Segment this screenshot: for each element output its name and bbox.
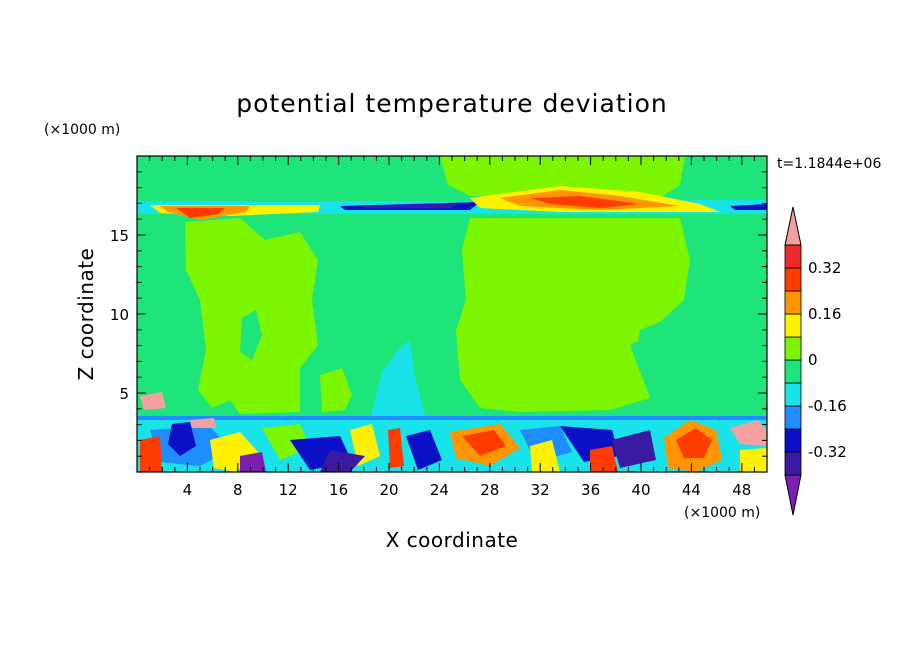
colorbar-label: 0.32: [808, 259, 841, 277]
y-tick-label: 15: [110, 227, 129, 245]
x-tick-label: 44: [682, 481, 701, 499]
colorbar-bin: [784, 267, 802, 292]
field-bl-yellow-4: [740, 448, 767, 472]
field-tropo-cold-core: [360, 204, 460, 208]
x-tick-label: 36: [581, 481, 600, 499]
x-tick-label: 40: [631, 481, 650, 499]
colorbar: 0.32 0.16 0 -0.16 -0.32: [784, 206, 847, 516]
colorbar-upper-extension: [784, 206, 802, 246]
field-bl-red-5: [676, 428, 712, 458]
colorbar-bin: [784, 451, 802, 476]
colorbar-label: 0.16: [808, 305, 841, 323]
x-tick-label: 20: [379, 481, 398, 499]
y-unit-label: (×1000 m): [44, 122, 120, 138]
colorbar-lower-extension: [784, 474, 802, 516]
colorbar-bin: [784, 313, 802, 338]
time-label: t=1.1844e+06: [777, 156, 881, 172]
field-bl-purple: [240, 452, 266, 472]
x-unit-label: (×1000 m): [684, 505, 760, 521]
field-bl-pink-1: [730, 420, 767, 446]
colorbar-bin: [784, 336, 802, 361]
y-tick-label: 10: [110, 306, 129, 324]
chart-title: potential temperature deviation: [236, 89, 667, 118]
field-bl-blue-5: [406, 430, 442, 470]
colorbar-bin: [784, 244, 802, 269]
y-tick-label: 5: [119, 385, 129, 403]
colorbar-label: 0: [808, 351, 818, 369]
field-bl-blue-4: [320, 450, 365, 472]
y-ticks: 5 10 15: [110, 171, 767, 457]
field-bl-yellow-3: [530, 440, 560, 472]
x-tick-label: 48: [732, 481, 751, 499]
field-bl-blue-8: [612, 430, 656, 468]
colorbar-bin: [784, 405, 802, 430]
field-tropo-red-left: [176, 208, 225, 218]
colorbar-bin: [784, 359, 802, 384]
x-tick-label: 16: [329, 481, 348, 499]
x-tick-label: 28: [480, 481, 499, 499]
field-dome-top: [440, 156, 685, 198]
x-ticks: 4 8 12 16 20 24 28 32 36 40 44 48: [149, 156, 755, 499]
field-bl-red-3: [462, 430, 506, 456]
field-right-plume: [456, 218, 690, 412]
colorbar-bin: [784, 382, 802, 407]
field-tropo-red-right: [530, 196, 640, 208]
x-tick-label: 12: [279, 481, 298, 499]
colorbar-label: -0.32: [808, 443, 847, 461]
x-tick-label: 8: [233, 481, 243, 499]
field-bl-blue-2: [168, 422, 196, 456]
field-tropo-cold-right: [730, 204, 767, 210]
field-right-notch: [630, 335, 660, 372]
field-cold-tongue: [370, 340, 426, 420]
x-axis-label: X coordinate: [386, 528, 519, 552]
colorbar-label: -0.16: [808, 397, 847, 415]
field-bl-red-4: [590, 446, 618, 472]
field-bl-pink-2: [140, 392, 166, 410]
x-tick-label: 24: [430, 481, 449, 499]
field-bl-red-1: [140, 436, 162, 472]
field-bl-top-line: [137, 416, 767, 420]
field-left-gap: [240, 310, 262, 360]
field-bl-red-2: [388, 428, 404, 468]
contour-field: [137, 156, 767, 472]
field-left-blob: [320, 368, 352, 412]
x-tick-label: 32: [531, 481, 550, 499]
colorbar-bin: [784, 428, 802, 453]
x-tick-label: 4: [183, 481, 193, 499]
field-bl-pink-3: [190, 418, 216, 428]
y-axis-label: Z coordinate: [74, 248, 98, 381]
colorbar-bin: [784, 290, 802, 315]
